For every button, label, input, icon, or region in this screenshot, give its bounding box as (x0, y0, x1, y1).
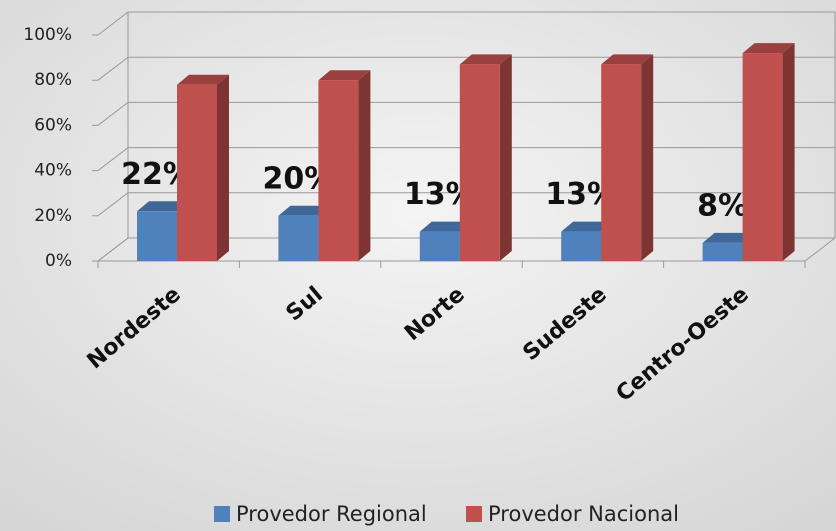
bar (561, 231, 602, 261)
y-tick-label: 0% (45, 251, 72, 271)
bar-3d (177, 74, 229, 261)
bar-top (702, 232, 755, 243)
y-tick-label: 20% (34, 206, 72, 226)
legend-label: Provedor Nacional (488, 502, 679, 526)
bar-top (177, 74, 229, 85)
bar-side (217, 74, 229, 261)
y-axis (97, 237, 129, 262)
legend-swatch (466, 506, 482, 522)
bar-side (358, 70, 371, 261)
bar-3d (702, 232, 755, 261)
bar (419, 231, 460, 261)
y-tick-label: 100% (23, 25, 72, 45)
bar (137, 211, 177, 261)
bar-top (278, 205, 331, 216)
bar-top (137, 201, 189, 212)
bar-side (641, 54, 654, 261)
bar-top (459, 54, 512, 65)
data-label: 8% (697, 188, 748, 223)
bar-top (601, 54, 654, 65)
bar-top (742, 43, 795, 54)
y-tick-label: 40% (34, 161, 72, 181)
bar (601, 64, 642, 261)
bar-3d (742, 43, 795, 261)
bar-top (318, 70, 371, 81)
bar-3d (318, 70, 371, 261)
bar (278, 215, 319, 261)
bar (702, 242, 743, 261)
y-tick-label: 80% (34, 70, 72, 90)
legend-label: Provedor Regional (236, 502, 427, 526)
bar-top (561, 221, 614, 232)
bar (177, 84, 217, 261)
bar-top (419, 221, 472, 232)
bar (318, 80, 359, 261)
bar-3d (459, 54, 512, 261)
bar (459, 64, 500, 261)
grid-line (92, 11, 835, 36)
legend-swatch (214, 506, 230, 522)
bar-3d (601, 54, 654, 261)
bar-side (782, 43, 795, 261)
bar-side (499, 54, 512, 261)
y-tick-label: 60% (34, 115, 72, 135)
bar (742, 53, 783, 261)
